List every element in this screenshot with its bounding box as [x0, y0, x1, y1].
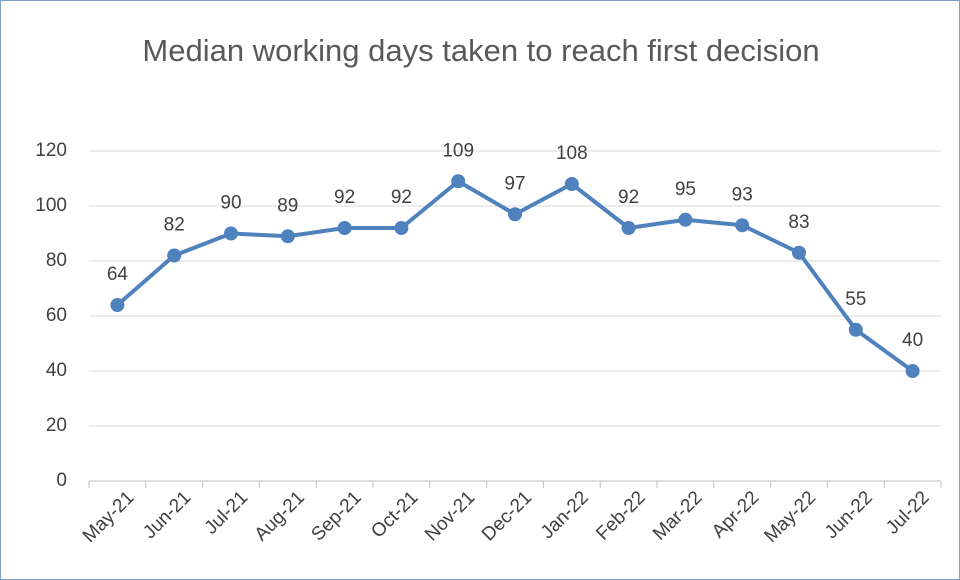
y-tick-label: 20	[46, 415, 67, 436]
x-tick-label: Jun-22	[821, 487, 877, 543]
data-point	[508, 207, 522, 222]
chart-title: Median working days taken to reach first…	[142, 33, 820, 68]
data-label: 92	[618, 187, 639, 208]
x-tick-label: Dec-21	[478, 487, 536, 545]
x-tick-label: Jul-22	[882, 487, 933, 538]
data-label: 92	[334, 187, 355, 208]
data-point	[792, 245, 806, 260]
data-point	[621, 221, 636, 235]
data-label: 95	[675, 179, 696, 200]
x-tick-label: Oct-21	[367, 487, 422, 542]
data-label: 92	[391, 187, 412, 208]
data-label: 97	[504, 173, 525, 194]
x-tick-label: Aug-21	[251, 487, 309, 545]
x-tick-label: Jul-21	[201, 487, 252, 538]
y-tick-label: 120	[35, 140, 67, 161]
data-point	[678, 212, 693, 227]
data-point	[451, 174, 466, 189]
data-label: 82	[164, 215, 185, 236]
data-point	[394, 221, 409, 235]
y-tick-label: 60	[46, 305, 67, 326]
x-tick-label: Jun-21	[139, 487, 195, 543]
data-label: 89	[277, 195, 298, 216]
data-label: 64	[107, 264, 129, 285]
data-point	[848, 322, 863, 337]
data-point	[280, 229, 295, 244]
data-label: 108	[556, 143, 588, 164]
data-point	[110, 298, 125, 312]
data-label: 83	[788, 212, 809, 233]
x-tick-label: Nov-21	[421, 487, 479, 545]
y-tick-label: 80	[46, 250, 67, 271]
data-point	[905, 364, 920, 378]
y-tick-label: 40	[46, 360, 67, 381]
x-tick-label: May-22	[760, 487, 820, 547]
x-tick-label: Jan-22	[537, 487, 593, 543]
data-label: 109	[442, 140, 474, 161]
data-point	[735, 218, 750, 233]
y-tick-label: 0	[56, 470, 67, 491]
data-point	[167, 248, 182, 263]
x-tick-label: Sep-21	[308, 487, 366, 545]
x-tick-label: Mar-22	[649, 487, 706, 544]
data-point	[564, 177, 579, 191]
data-label: 40	[902, 330, 923, 351]
data-label: 93	[732, 184, 753, 205]
data-point	[224, 226, 238, 241]
data-label: 90	[220, 193, 241, 214]
data-point	[337, 221, 352, 235]
x-tick-label: May-21	[79, 487, 139, 547]
x-tick-label: Feb-22	[592, 487, 649, 544]
data-label: 55	[845, 289, 866, 310]
y-tick-label: 100	[35, 195, 67, 216]
x-tick-label: Apr-22	[708, 487, 763, 542]
